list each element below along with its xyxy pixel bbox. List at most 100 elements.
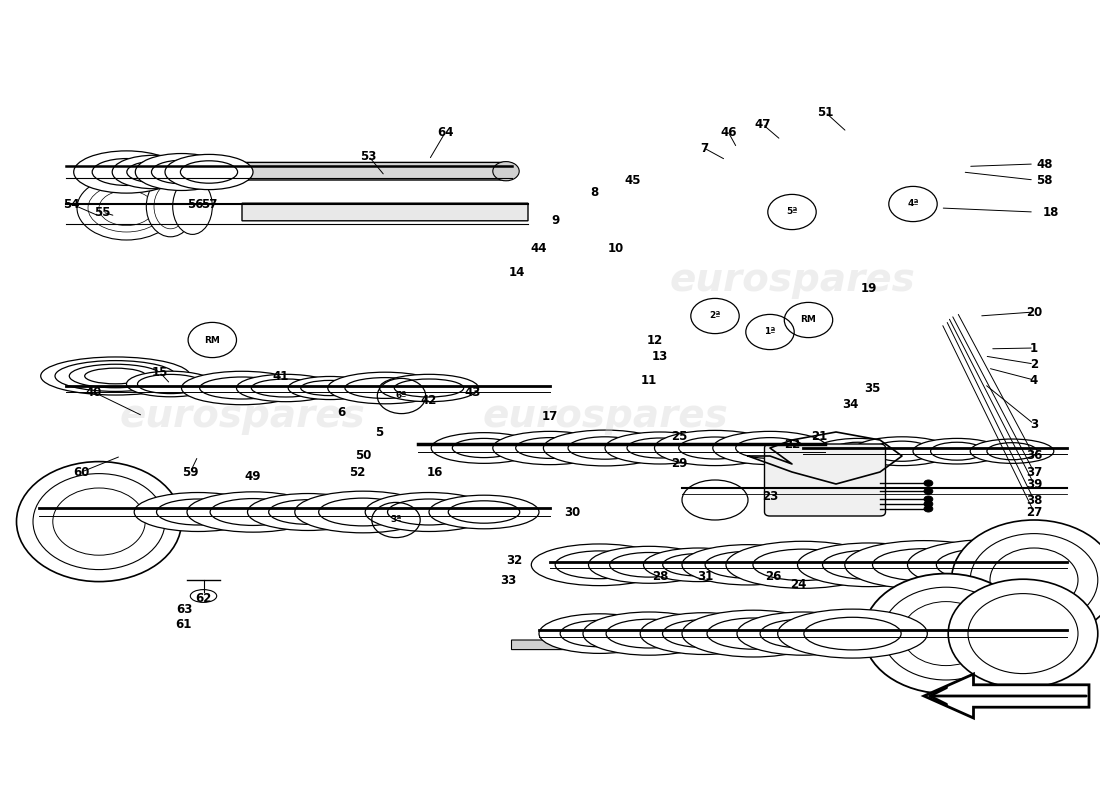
Ellipse shape	[33, 474, 165, 570]
Ellipse shape	[852, 437, 952, 466]
Text: RM: RM	[205, 335, 220, 345]
Ellipse shape	[431, 433, 537, 463]
Ellipse shape	[952, 520, 1100, 640]
Text: 38: 38	[1026, 494, 1042, 506]
Ellipse shape	[682, 610, 825, 657]
Ellipse shape	[662, 620, 746, 647]
Ellipse shape	[662, 554, 735, 576]
FancyBboxPatch shape	[242, 203, 528, 221]
Ellipse shape	[134, 493, 262, 531]
Text: 26: 26	[766, 570, 781, 582]
Ellipse shape	[99, 190, 154, 226]
Ellipse shape	[16, 462, 182, 582]
Ellipse shape	[924, 501, 933, 507]
Text: 11: 11	[641, 374, 657, 386]
Ellipse shape	[931, 442, 983, 460]
Text: 24: 24	[791, 578, 806, 590]
Ellipse shape	[126, 162, 182, 182]
Text: 49: 49	[244, 470, 262, 482]
Ellipse shape	[74, 151, 179, 193]
Text: 46: 46	[720, 126, 737, 138]
Text: 52: 52	[350, 466, 365, 478]
Ellipse shape	[319, 498, 407, 526]
Ellipse shape	[156, 499, 240, 525]
Ellipse shape	[41, 357, 190, 395]
Ellipse shape	[146, 176, 195, 237]
Ellipse shape	[679, 437, 751, 459]
Ellipse shape	[187, 492, 319, 532]
Ellipse shape	[53, 488, 145, 555]
Text: 63: 63	[177, 603, 192, 616]
Text: 45: 45	[625, 174, 640, 186]
Ellipse shape	[778, 609, 927, 658]
Ellipse shape	[970, 439, 1054, 463]
Text: 28: 28	[652, 570, 668, 582]
Ellipse shape	[760, 619, 846, 648]
Ellipse shape	[300, 380, 360, 396]
Text: 12: 12	[647, 334, 662, 346]
Text: 37: 37	[1026, 466, 1042, 478]
Text: 33: 33	[500, 574, 516, 586]
Ellipse shape	[365, 493, 493, 531]
Ellipse shape	[726, 542, 880, 588]
Ellipse shape	[556, 551, 644, 578]
Ellipse shape	[644, 548, 754, 582]
Ellipse shape	[539, 614, 660, 654]
Ellipse shape	[248, 494, 368, 530]
Text: 1: 1	[1030, 342, 1038, 354]
Text: 61: 61	[176, 618, 191, 630]
Ellipse shape	[832, 442, 884, 460]
Text: 34: 34	[843, 398, 858, 410]
Text: 41: 41	[273, 370, 288, 382]
Text: 3: 3	[1030, 418, 1038, 430]
Text: 15: 15	[152, 366, 167, 378]
FancyBboxPatch shape	[512, 640, 572, 650]
Text: 36: 36	[1026, 450, 1042, 462]
Text: 29: 29	[672, 458, 688, 470]
Ellipse shape	[864, 574, 1028, 694]
Ellipse shape	[429, 495, 539, 529]
Text: eurospares: eurospares	[119, 397, 365, 435]
Text: 40: 40	[86, 386, 101, 398]
Ellipse shape	[516, 438, 584, 458]
Text: 51: 51	[817, 106, 833, 118]
Text: eurospares: eurospares	[482, 397, 728, 435]
Text: 3ª: 3ª	[390, 515, 402, 525]
Text: 42: 42	[421, 394, 437, 406]
Ellipse shape	[92, 158, 161, 186]
Text: 30: 30	[564, 506, 580, 518]
Text: 56: 56	[187, 198, 204, 210]
Ellipse shape	[69, 364, 162, 388]
Ellipse shape	[154, 184, 187, 229]
Ellipse shape	[936, 548, 1044, 582]
Ellipse shape	[295, 491, 431, 533]
Ellipse shape	[199, 377, 284, 399]
Ellipse shape	[251, 379, 321, 397]
Ellipse shape	[804, 618, 901, 650]
Text: 55: 55	[94, 206, 110, 218]
Ellipse shape	[606, 619, 692, 648]
Text: 35: 35	[865, 382, 880, 394]
Text: 64: 64	[438, 126, 454, 138]
Ellipse shape	[705, 551, 791, 578]
Ellipse shape	[913, 438, 1001, 464]
Text: 27: 27	[1026, 506, 1042, 518]
Text: 54: 54	[64, 198, 79, 210]
Ellipse shape	[152, 160, 211, 184]
Text: 7: 7	[700, 142, 708, 154]
Ellipse shape	[394, 379, 464, 397]
Ellipse shape	[190, 590, 217, 602]
Ellipse shape	[210, 498, 296, 526]
Ellipse shape	[493, 431, 607, 465]
Text: RM: RM	[801, 315, 816, 325]
Ellipse shape	[924, 496, 933, 502]
Ellipse shape	[387, 499, 471, 525]
Ellipse shape	[379, 374, 478, 402]
Ellipse shape	[609, 553, 689, 577]
Ellipse shape	[328, 372, 442, 404]
Ellipse shape	[173, 178, 212, 234]
Text: 16: 16	[427, 466, 442, 478]
Ellipse shape	[872, 441, 932, 462]
Ellipse shape	[135, 154, 228, 190]
Text: 50: 50	[355, 450, 371, 462]
